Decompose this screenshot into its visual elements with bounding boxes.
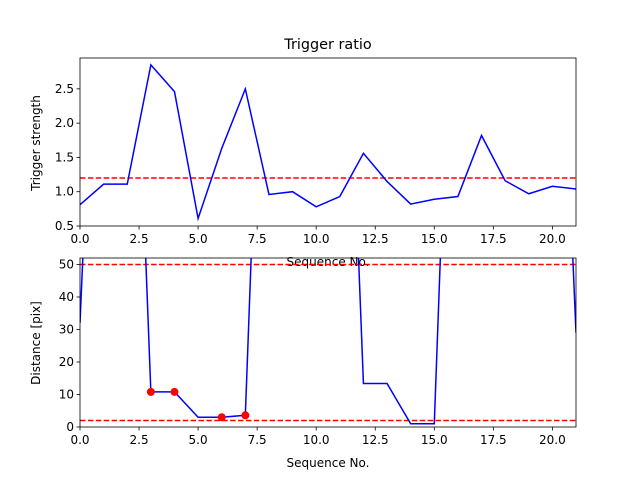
bottom-x-tick-label: 17.5 [480,433,507,447]
top-axes-frame [79,57,577,227]
bottom-x-tick-label: 20.0 [539,433,566,447]
top-y-tick-label: 0.5 [55,219,74,233]
bottom-chart: 0.0 2.5 5.0 7.5 10.0 12.5 15.0 17.5 20.0 0 10 20 30 4… [29,257,577,470]
top-chart: Trigger ratio 0.0 2.5 5.0 7.5 10.0 12.5 15.0 17… [29,37,577,269]
bottom-y-tick-label: 10 [59,388,74,402]
bottom-chart-xlabel: Sequence No. [287,456,370,470]
top-x-tick-label: 20.0 [539,232,566,246]
bottom-x-tick-label: 2.5 [130,433,149,447]
top-chart-title: Trigger ratio [283,37,372,53]
top-y-tick-label: 1.0 [55,185,74,199]
top-x-tick-label: 0.0 [70,232,89,246]
top-x-tick-label: 15.0 [421,232,448,246]
bottom-x-tick-label: 7.5 [248,433,267,447]
bottom-x-tick-label: 15.0 [421,433,448,447]
bottom-plot-area: 0.0 2.5 5.0 7.5 10.0 12.5 15.0 17.5 20.0 0 10 20 30 4… [59,257,577,447]
bottom-x-tick-label: 5.0 [189,433,208,447]
top-plot-area: 0.0 2.5 5.0 7.5 10.0 12.5 15.0 17.5 20.0 0.5 1.0 1.… [55,57,577,246]
bottom-data-point [241,411,250,420]
top-x-tick-label: 7.5 [248,232,267,246]
top-x-tick-label: 17.5 [480,232,507,246]
top-chart-xlabel: Sequence No. [287,255,370,269]
bottom-x-tick-label: 12.5 [362,433,389,447]
top-y-tick-label: 2.5 [55,82,74,96]
bottom-y-tick-label: 50 [59,258,74,272]
bottom-axes-frame [79,257,577,428]
bottom-data-point [170,387,179,396]
bottom-series-line [80,258,576,425]
bottom-chart-ylabel: Distance [pix] [29,301,43,385]
bottom-data-point [146,387,155,396]
top-x-tick-label: 2.5 [130,232,149,246]
top-chart-ylabel: Trigger strength [29,95,43,192]
bottom-y-tick-label: 30 [59,323,74,337]
bottom-y-tick-label: 20 [59,355,74,369]
bottom-x-tick-label: 10.0 [303,433,330,447]
top-y-tick-label: 2.0 [55,116,74,130]
bottom-x-tick-label: 0.0 [70,433,89,447]
top-y-tick-label: 1.5 [55,150,74,164]
top-x-tick-label: 5.0 [189,232,208,246]
top-x-tick-label: 12.5 [362,232,389,246]
bottom-y-tick-label: 40 [59,290,74,304]
bottom-data-point [217,413,226,422]
bottom-y-tick-label: 0 [66,420,74,434]
top-x-tick-label: 10.0 [303,232,330,246]
top-series-line [80,63,576,222]
